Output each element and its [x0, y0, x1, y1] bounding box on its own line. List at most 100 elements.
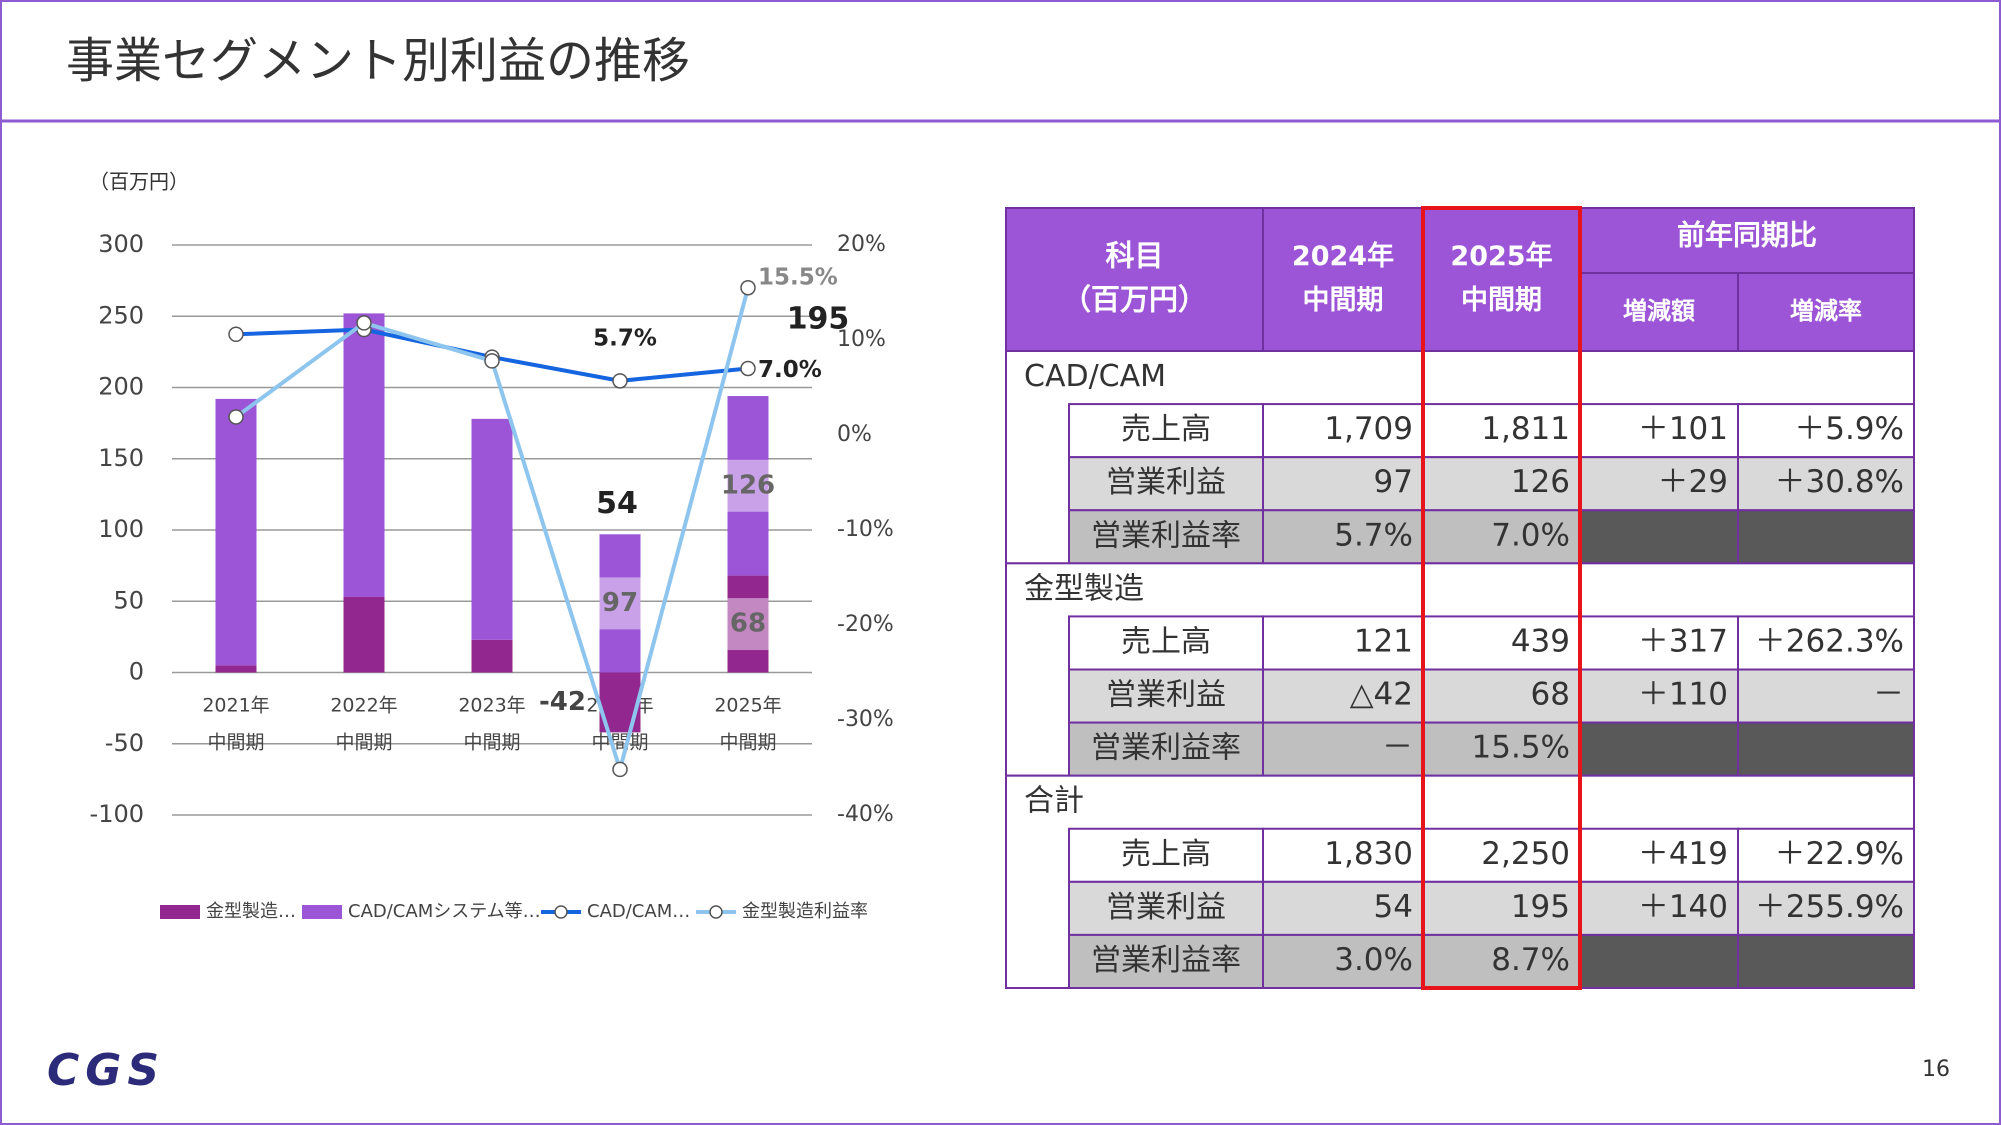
table-header: 2024年 — [1292, 240, 1394, 272]
table-value: － — [1382, 730, 1413, 766]
line-point — [484, 353, 500, 369]
total-label: 54 — [596, 486, 638, 521]
legend-swatch — [709, 905, 723, 919]
x-tick-label: 中間期 — [335, 732, 392, 754]
line-value-label: 5.7% — [593, 325, 657, 351]
legend-swatch — [554, 905, 568, 919]
table-value: ＋262.3% — [1755, 623, 1904, 659]
x-tick-label: 2023年 — [458, 695, 525, 717]
table-header: 増減額 — [1623, 297, 1695, 325]
table-cell — [1262, 880, 1424, 936]
x-tick-label: 中間期 — [463, 732, 520, 754]
line-value-label: 15.5% — [758, 264, 838, 290]
table-value: 195 — [1511, 889, 1570, 925]
table-cell — [1737, 933, 1915, 990]
table-cell — [1005, 207, 1264, 352]
y2-tick-label: 20% — [837, 232, 886, 257]
table-cell — [1068, 509, 1264, 565]
table-cell — [1262, 403, 1424, 459]
y-tick-label: 250 — [98, 301, 144, 329]
row-label: 売上高 — [1121, 412, 1211, 447]
table-cell — [1262, 721, 1424, 777]
y2-tick-label: 0% — [837, 422, 872, 447]
line-point — [612, 761, 628, 778]
logo: CGS — [47, 1045, 165, 1096]
row-label: 営業利益 — [1106, 890, 1226, 925]
y2-tick-label: -20% — [837, 612, 894, 637]
row-label: 売上高 — [1121, 837, 1211, 872]
table-header: 中間期 — [1461, 285, 1542, 316]
row-label: 営業利益 — [1106, 465, 1226, 500]
table-value: 121 — [1354, 623, 1413, 659]
table-cell — [1068, 456, 1264, 512]
table-cell — [1737, 668, 1915, 724]
table-value: ＋419 — [1638, 836, 1728, 872]
x-tick-label: 2022年 — [330, 695, 397, 717]
table-cell — [1422, 207, 1581, 352]
table-value: － — [1873, 677, 1904, 713]
legend-swatch — [160, 905, 200, 919]
table-header: 2025年 — [1450, 240, 1552, 272]
table-cell — [1262, 933, 1424, 990]
y-tick-label: -100 — [90, 800, 144, 828]
row-label: 営業利益率 — [1091, 943, 1241, 978]
total-label: 195 — [787, 302, 850, 337]
table-cell — [1737, 721, 1915, 777]
table-value: ＋30.8% — [1775, 464, 1904, 500]
bar — [343, 313, 385, 597]
table-cell — [1579, 207, 1915, 274]
table-cell — [1579, 721, 1739, 777]
bar-value-label: 68 — [730, 609, 766, 639]
table-value: ＋5.9% — [1794, 411, 1904, 447]
y-tick-label: 300 — [98, 230, 144, 258]
line-point — [740, 280, 756, 296]
table-cell — [1737, 456, 1915, 512]
table-cell — [1579, 668, 1739, 724]
table-cell — [1068, 933, 1264, 990]
table-value: △42 — [1350, 677, 1413, 713]
table-value: ＋29 — [1658, 464, 1728, 500]
table-value: 3.0% — [1334, 942, 1413, 978]
table-cell — [1422, 403, 1581, 459]
table-value: 97 — [1374, 464, 1413, 500]
table-cell — [1262, 615, 1424, 671]
table-cell — [1737, 272, 1915, 352]
table-cell — [1422, 933, 1581, 990]
bar — [343, 596, 385, 673]
y2-tick-label: -30% — [837, 707, 894, 732]
line-point — [228, 326, 244, 343]
y-tick-label: -50 — [105, 729, 144, 757]
x-tick-label: 2025年 — [714, 695, 781, 717]
highlight-box — [1421, 206, 1582, 990]
bar-label-bg — [727, 459, 769, 512]
table-value: 68 — [1531, 677, 1570, 713]
y2-tick-label: 10% — [837, 327, 886, 352]
row-label: 営業利益率 — [1091, 518, 1241, 553]
legend-label: 金型製造利益率 — [742, 901, 868, 922]
legend-label: 金型製造… — [206, 901, 296, 922]
bar-value-label: -42 — [539, 687, 586, 717]
bar-label-bg — [599, 577, 641, 630]
table-value: 1,830 — [1324, 836, 1413, 872]
slide-title: 事業セグメント別利益の推移 — [66, 33, 690, 89]
y2-tick-label: -10% — [837, 517, 894, 542]
table-cell — [1579, 880, 1739, 936]
table-cell — [1579, 933, 1739, 990]
row-label: 営業利益率 — [1091, 731, 1241, 766]
page-number: 16 — [1922, 1057, 1950, 1082]
y-tick-label: 0 — [129, 658, 144, 686]
y-tick-label: 100 — [98, 515, 144, 543]
table-value: 7.0% — [1491, 517, 1570, 553]
legend-label: CAD/CAM… — [587, 901, 690, 922]
unit-label: （百万円） — [89, 170, 189, 194]
x-tick-label: 中間期 — [719, 732, 776, 754]
table-header: 科目 — [1105, 239, 1163, 273]
bar-value-label: 97 — [602, 588, 638, 618]
table-value: 54 — [1374, 889, 1413, 925]
table-value: 15.5% — [1472, 730, 1570, 766]
bar — [599, 534, 641, 673]
table-header: 中間期 — [1303, 285, 1384, 316]
bar — [727, 575, 769, 673]
table-header: 増減率 — [1790, 297, 1862, 325]
